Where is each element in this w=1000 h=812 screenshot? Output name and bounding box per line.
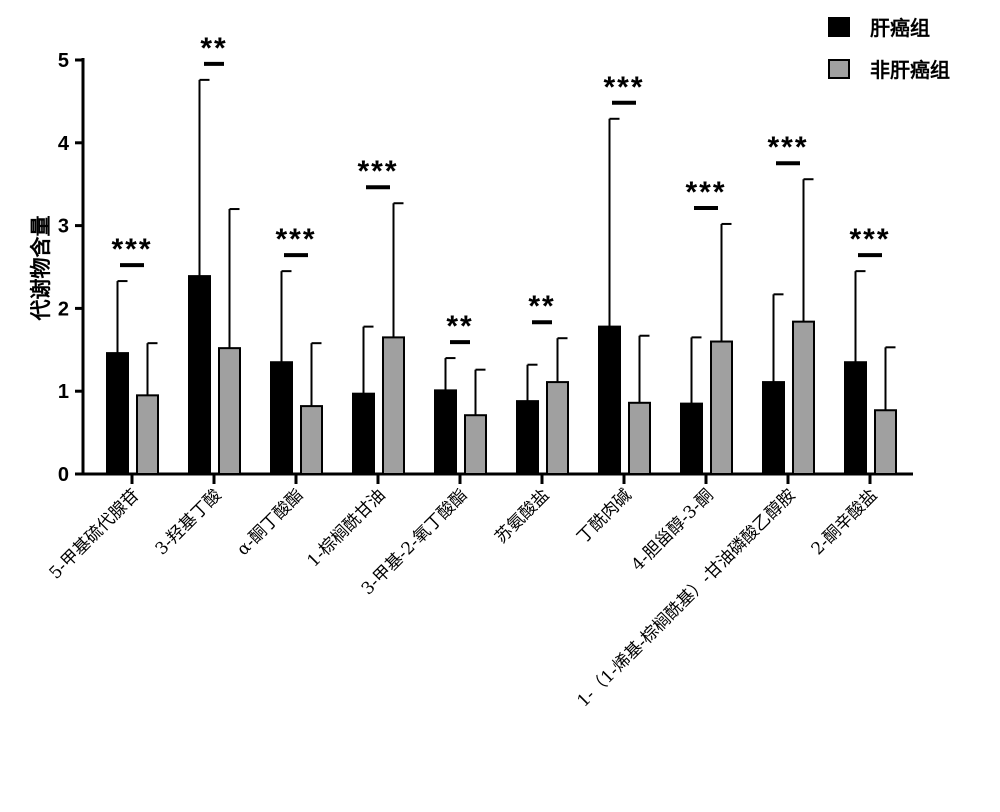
bar-non-liver-cancer	[710, 340, 733, 475]
y-axis-label: 代谢物含量	[28, 216, 53, 322]
x-tick-label: α-酮丁酸酯	[233, 485, 307, 559]
y-tick-label: 0	[58, 464, 69, 486]
bar-liver-cancer	[680, 402, 703, 475]
y-tick-label: 3	[58, 216, 69, 238]
significance-label: **	[200, 32, 227, 65]
bar-liver-cancer	[188, 275, 211, 475]
significance-label: ***	[111, 233, 152, 266]
legend-item-non-liver-cancer: 非肝癌组	[828, 54, 950, 83]
bar-non-liver-cancer	[300, 405, 323, 475]
bar-non-liver-cancer	[546, 381, 569, 476]
bar-non-liver-cancer	[792, 320, 815, 476]
bar-liver-cancer	[762, 381, 785, 476]
x-tick-label: 3-羟基丁酸	[152, 485, 226, 559]
significance-label: ***	[357, 155, 398, 188]
x-tick-label: 苏氨酸盐	[491, 485, 553, 547]
bar-liver-cancer	[598, 325, 621, 475]
significance-label: ***	[685, 176, 726, 209]
significance-label: ***	[603, 71, 644, 104]
bar-liver-cancer	[352, 392, 375, 475]
bar-liver-cancer	[270, 361, 293, 475]
legend-label: 肝癌组	[870, 16, 930, 40]
legend-item-liver-cancer: 肝癌组	[828, 12, 930, 41]
bar-liver-cancer	[516, 400, 539, 475]
y-tick-label: 4	[58, 133, 70, 155]
significance-label: ***	[849, 223, 890, 256]
bar-liver-cancer	[844, 361, 867, 475]
significance-label: ***	[275, 223, 316, 256]
bar-non-liver-cancer	[382, 336, 405, 475]
bar-liver-cancer	[434, 389, 457, 476]
bar-non-liver-cancer	[464, 414, 487, 476]
bar-liver-cancer	[106, 352, 129, 475]
significance-label: **	[528, 290, 555, 323]
bar-non-liver-cancer	[136, 394, 159, 475]
legend-swatch-black	[828, 16, 850, 37]
y-tick-label: 5	[58, 50, 69, 72]
legend-label: 非肝癌组	[870, 58, 950, 82]
legend-swatch-gray	[828, 58, 850, 79]
bar-non-liver-cancer	[628, 401, 651, 475]
y-tick-label: 2	[58, 298, 69, 320]
x-tick-label: 丁酰肉碱	[573, 485, 635, 547]
x-tick-label: 5-甲基硫代腺苷	[46, 485, 144, 583]
y-tick-label: 1	[58, 381, 69, 403]
x-tick-label: 2-酮辛酸盐	[808, 485, 882, 559]
significance-label: ***	[767, 131, 808, 164]
x-tick-label: 4-胆甾醇-3-酮	[628, 485, 718, 575]
x-tick-label: 1-棕榈酰甘油	[304, 485, 390, 571]
significance-label: **	[446, 310, 473, 343]
bar-non-liver-cancer	[218, 347, 241, 476]
bar-non-liver-cancer	[874, 409, 897, 475]
